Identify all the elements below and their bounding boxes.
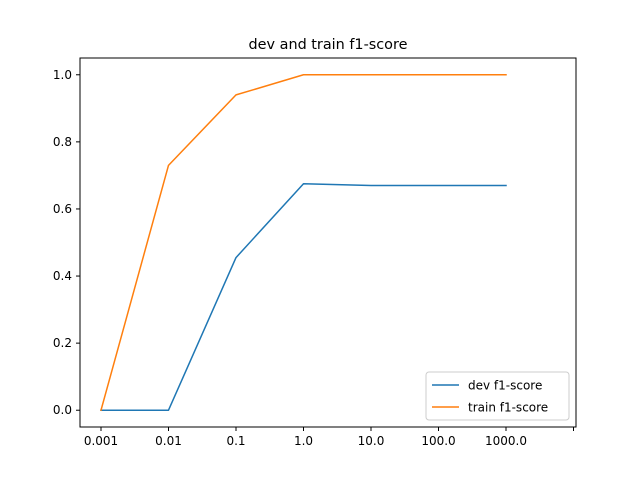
legend-label: train f1-score xyxy=(468,401,548,415)
legend-box xyxy=(425,371,570,421)
x-tick-label: 0.1 xyxy=(226,434,245,448)
y-tick-label: 1.0 xyxy=(53,68,72,82)
x-tick-label: 1.0 xyxy=(294,434,313,448)
x-tick-label: 0.01 xyxy=(155,434,182,448)
x-tick-label: 10.0 xyxy=(358,434,385,448)
series-lines xyxy=(100,74,507,412)
series-line-dev xyxy=(100,183,507,411)
y-tick-label: 0.0 xyxy=(53,403,72,417)
y-tick-label: 0.4 xyxy=(53,269,72,283)
axis-ticks: 0.001 0.01 0.1 1.0 10.0 100.0 1000.0 0.0 0.2 0.4 0… xyxy=(53,68,574,448)
x-tick-label: 100.0 xyxy=(421,434,455,448)
y-tick-label: 0.8 xyxy=(53,135,72,149)
legend: dev f1-score train f1-score xyxy=(425,371,570,421)
series-line-train xyxy=(100,74,507,412)
y-tick-label: 0.2 xyxy=(53,336,72,350)
chart-title: dev and train f1-score xyxy=(249,37,408,53)
y-tick-label: 0.6 xyxy=(53,202,72,216)
legend-label: dev f1-score xyxy=(468,379,542,393)
x-tick-label: 1000.0 xyxy=(485,434,527,448)
plot-area-frame xyxy=(79,57,577,428)
x-tick-label: 0.001 xyxy=(84,434,118,448)
